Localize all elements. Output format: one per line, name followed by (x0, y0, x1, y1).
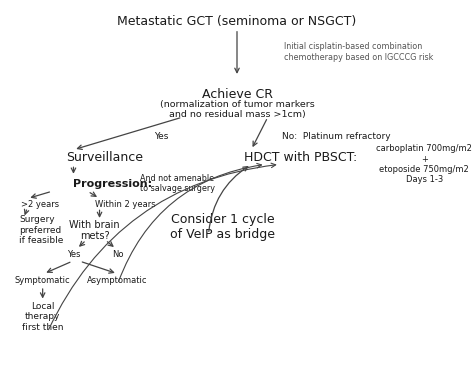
Text: Metastatic GCT (seminoma or NSGCT): Metastatic GCT (seminoma or NSGCT) (118, 15, 356, 28)
Text: With brain
mets?: With brain mets? (70, 220, 120, 241)
Text: No:  Platinum refractory: No: Platinum refractory (282, 132, 391, 141)
Text: carboplatin 700mg/m2
+
etoposide 750mg/m2
Days 1-3: carboplatin 700mg/m2 + etoposide 750mg/m… (376, 144, 472, 184)
Text: Surveillance: Surveillance (66, 151, 143, 164)
Text: And not amenable
to salvage surgery: And not amenable to salvage surgery (140, 174, 215, 193)
Text: HDCT with PBSCT:: HDCT with PBSCT: (244, 151, 357, 164)
Text: Yes: Yes (154, 132, 168, 141)
Text: Initial cisplatin-based combination
chemotherapy based on IGCCCG risk: Initial cisplatin-based combination chem… (284, 42, 434, 61)
Text: Asymptomatic: Asymptomatic (87, 276, 148, 285)
Text: Progression:: Progression: (73, 179, 153, 189)
Text: No: No (112, 250, 123, 259)
Text: Achieve CR: Achieve CR (201, 88, 273, 101)
Text: Surgery
preferred
if feasible: Surgery preferred if feasible (19, 215, 64, 245)
Text: Yes: Yes (67, 250, 80, 259)
Text: Local
therapy
first then: Local therapy first then (22, 302, 64, 332)
Text: Within 2 years: Within 2 years (95, 200, 155, 209)
Text: (normalization of tumor markers
and no residual mass >1cm): (normalization of tumor markers and no r… (160, 100, 314, 119)
Text: Symptomatic: Symptomatic (15, 276, 71, 285)
Text: Consider 1 cycle
of VeIP as bridge: Consider 1 cycle of VeIP as bridge (170, 214, 275, 241)
Text: >2 years: >2 years (21, 200, 59, 209)
